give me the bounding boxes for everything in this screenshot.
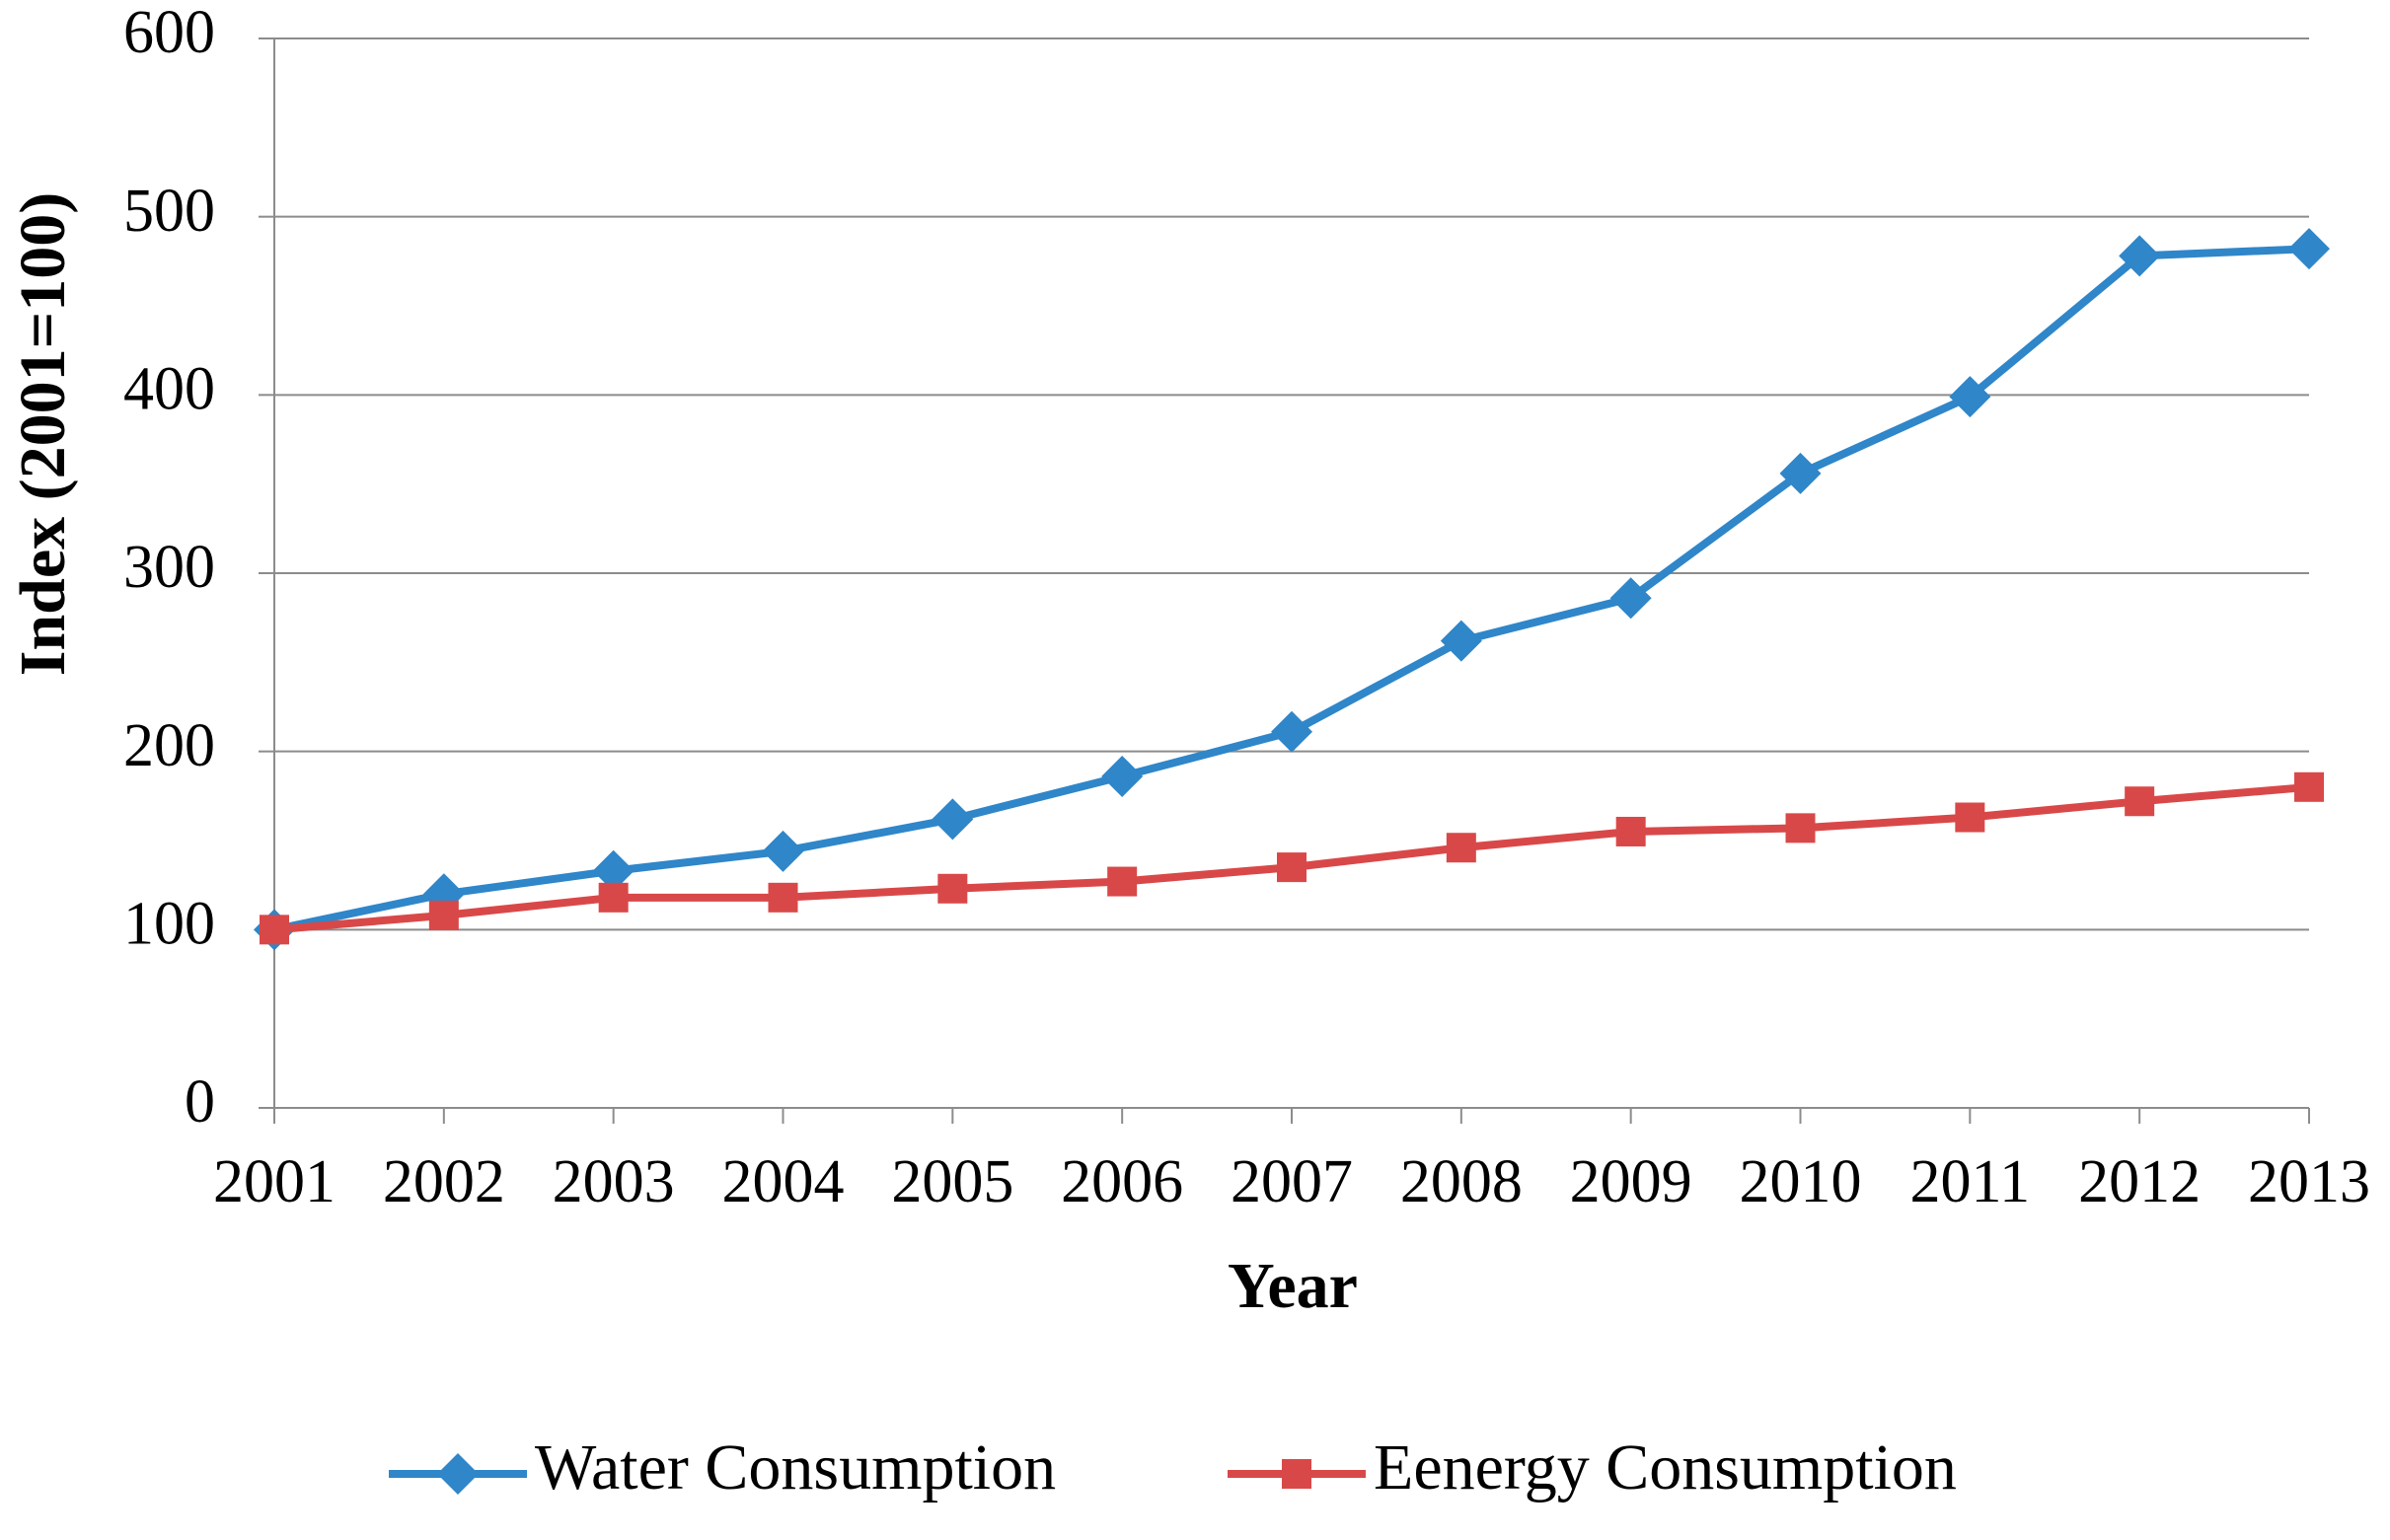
marker [1609, 577, 1652, 620]
marker [428, 900, 459, 930]
x-tick-label: 2001 [213, 1148, 336, 1215]
marker [1949, 376, 1991, 418]
marker [592, 849, 635, 892]
series-line [273, 245, 2310, 934]
x-tick-label: 2003 [553, 1148, 675, 1215]
marker [1440, 620, 1482, 662]
marker [1785, 813, 1816, 843]
y-tick-label: 200 [123, 712, 215, 779]
x-tick-label: 2005 [891, 1148, 1013, 1215]
y-tick-label: 600 [123, 0, 215, 66]
x-tick-label: 2008 [1400, 1148, 1523, 1215]
marker [1277, 852, 1307, 883]
x-tick-label: 2007 [1231, 1148, 1353, 1215]
marker [2288, 228, 2330, 270]
marker [598, 882, 629, 913]
y-tick-label: 400 [123, 356, 215, 423]
y-tick-label: 100 [123, 891, 215, 958]
legend-label: Eenergy Consumption [1374, 1431, 1957, 1503]
marker [1446, 833, 1476, 863]
marker [1615, 816, 1646, 846]
x-tick-label: 2002 [383, 1148, 505, 1215]
x-axis-title: Year [1228, 1250, 1358, 1322]
marker [1955, 802, 1985, 833]
marker [1107, 866, 1138, 897]
marker [1101, 755, 1144, 797]
legend-marker [437, 1453, 479, 1495]
legend-marker [1282, 1459, 1311, 1489]
x-tick-label: 2011 [1909, 1148, 2030, 1215]
marker [768, 882, 798, 913]
y-tick-label: 0 [185, 1068, 215, 1136]
marker [260, 915, 289, 945]
marker [2125, 786, 2155, 817]
x-tick-label: 2006 [1061, 1148, 1183, 1215]
x-tick-label: 2012 [2078, 1148, 2201, 1215]
legend-label: Water Consumption [535, 1431, 1056, 1503]
marker [2294, 771, 2324, 802]
marker [2119, 235, 2161, 277]
marker [932, 798, 974, 841]
y-tick-label: 500 [123, 178, 215, 245]
marker [937, 873, 968, 904]
marker [762, 830, 804, 872]
marker [1779, 452, 1822, 494]
x-tick-label: 2013 [2248, 1148, 2370, 1215]
x-tick-label: 2004 [722, 1148, 845, 1215]
y-tick-label: 300 [123, 534, 215, 601]
marker [1271, 710, 1312, 753]
y-axis-title: Index (2001=100) [7, 192, 79, 676]
x-tick-label: 2009 [1570, 1148, 1692, 1215]
x-tick-label: 2010 [1740, 1148, 1862, 1215]
